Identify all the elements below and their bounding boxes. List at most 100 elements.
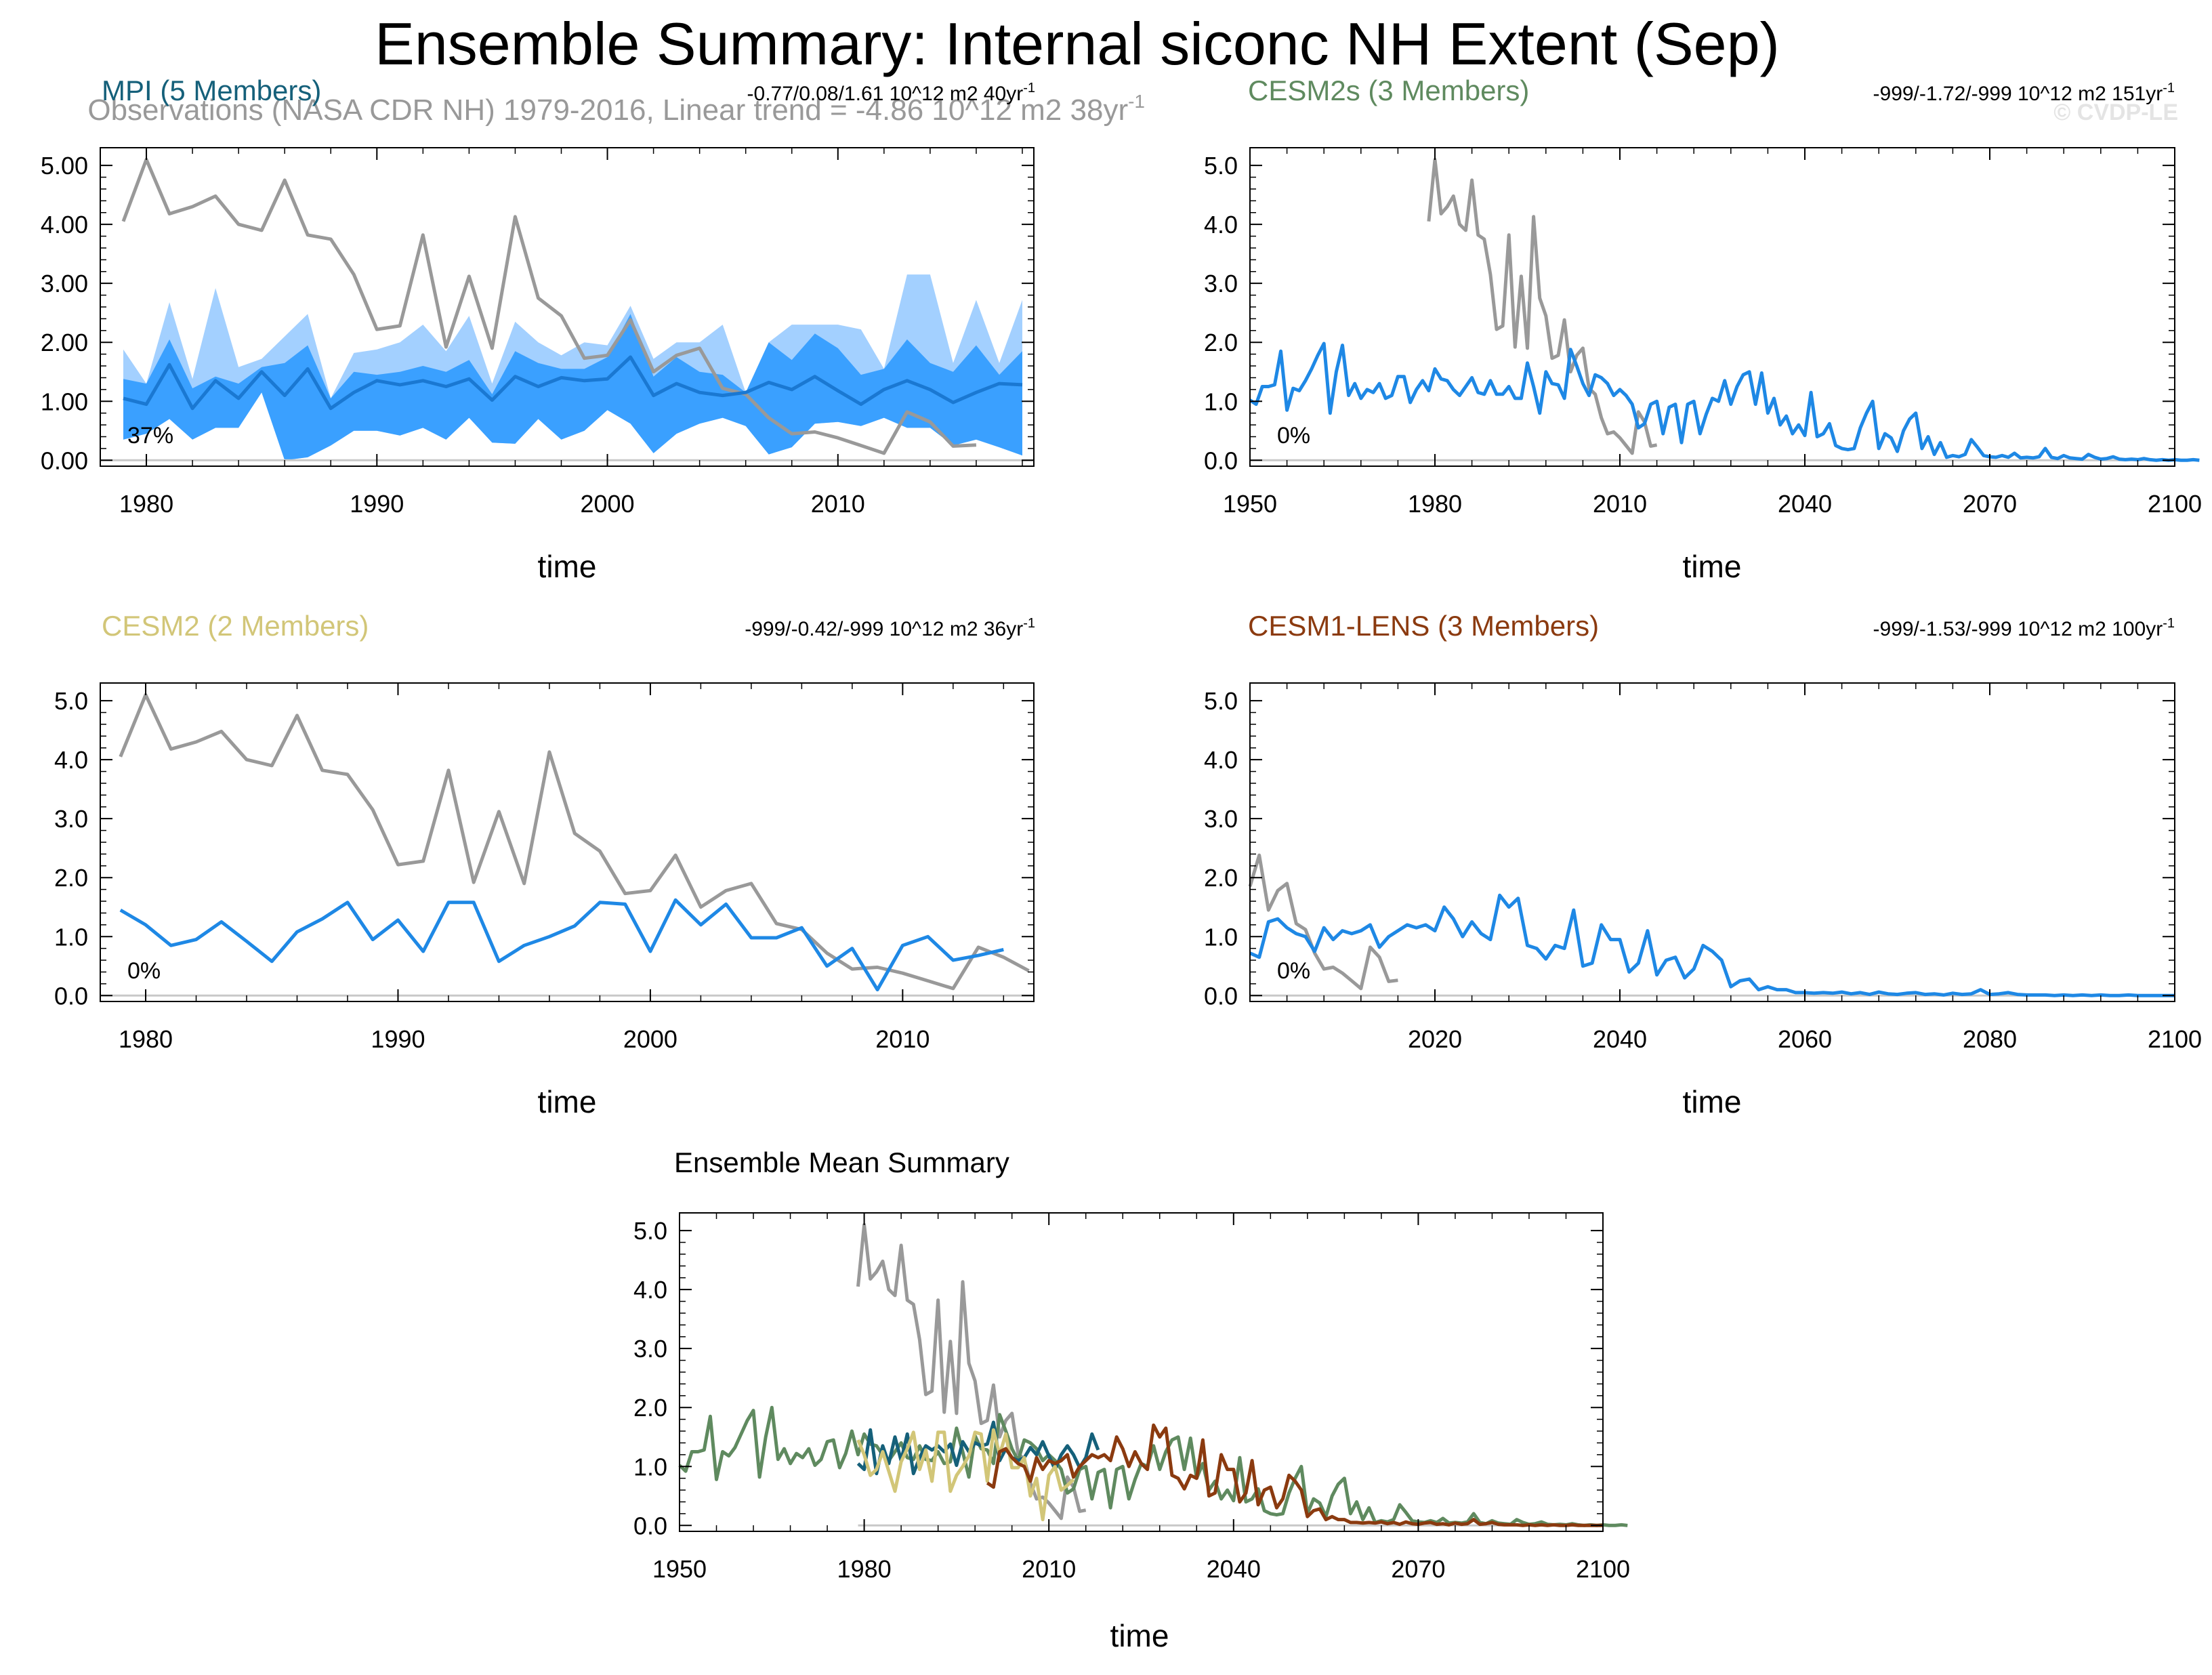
x-tick-label: 2100 — [2148, 1025, 2202, 1053]
panel-title: CESM2 (2 Members) — [102, 610, 369, 642]
x-tick-label: 1950 — [1223, 490, 1277, 518]
ensemble-spread-band — [123, 314, 1022, 461]
x-tick-label: 2040 — [1593, 1025, 1647, 1053]
x-tick-label: 1950 — [652, 1555, 707, 1583]
x-tick-label: 2040 — [1207, 1555, 1261, 1583]
observations-line — [121, 157, 977, 455]
panel-title: CESM1-LENS (3 Members) — [1248, 610, 1599, 642]
y-tick-label: 4.0 — [54, 746, 88, 774]
percent-label: 0% — [1277, 958, 1310, 984]
plot-area: 0.00 1.00 2.00 3.00 4.00 5.00 1980 1990 2000 2010… — [41, 147, 1035, 518]
x-tick-label: 2010 — [875, 1025, 930, 1053]
x-axis-label: time — [538, 1084, 597, 1119]
y-tick-label: 1.0 — [633, 1453, 667, 1481]
ensemble-member-line — [986, 1423, 1603, 1527]
y-tick-label: 1.0 — [1204, 388, 1238, 415]
y-tick-label: 0.0 — [633, 1512, 667, 1539]
x-tick-label: 1980 — [1408, 490, 1462, 518]
x-tick-label: 2080 — [1963, 1025, 2017, 1053]
observations-line — [119, 692, 1030, 991]
plot-area: 0.0 1.0 2.0 3.0 4.0 5.0 1950 1980 2010 2040 2070 21… — [633, 1212, 1630, 1583]
y-tick-label: 4.0 — [1204, 211, 1238, 239]
x-axis-label: time — [538, 549, 597, 584]
y-tick-label: 1.0 — [1204, 923, 1238, 951]
y-tick-label: 4.0 — [633, 1276, 667, 1304]
observations-line — [1427, 157, 1658, 455]
panel-stats: -999/-1.53/-999 10^12 m2 100yr-1 — [1873, 616, 2175, 640]
ensemble-member-line — [678, 1405, 1628, 1527]
percent-label: 0% — [1277, 423, 1310, 449]
observations-line — [1248, 853, 1398, 991]
x-tick-label: 1980 — [119, 1025, 173, 1053]
panel-title: Ensemble Mean Summary — [674, 1146, 1009, 1178]
x-tick-label: 2000 — [623, 1025, 677, 1053]
x-tick-label: 1980 — [119, 490, 173, 518]
x-tick-label: 2060 — [1778, 1025, 1832, 1053]
x-axis-label: time — [1110, 1618, 1169, 1653]
panel-stats: -999/-0.42/-999 10^12 m2 36yr-1 — [745, 616, 1035, 640]
x-axis-label: time — [1683, 1084, 1742, 1119]
y-tick-label: 0.00 — [41, 447, 88, 474]
y-tick-label: 3.0 — [1204, 805, 1238, 833]
panel-title: MPI (5 Members) — [102, 75, 321, 106]
x-tick-label: 2020 — [1408, 1025, 1462, 1053]
x-tick-label: 2010 — [1593, 490, 1647, 518]
x-tick-label: 1990 — [371, 1025, 425, 1053]
x-tick-label: 2000 — [580, 490, 634, 518]
figure-title: Ensemble Summary: Internal siconc NH Ext… — [375, 10, 1780, 77]
ensemble-member-line — [1249, 893, 2175, 997]
x-tick-label: 2070 — [1391, 1555, 1445, 1583]
y-tick-label: 3.0 — [54, 805, 88, 833]
y-tick-label: 5.0 — [54, 687, 88, 715]
observations-line — [856, 1222, 1087, 1521]
y-tick-label: 5.00 — [41, 152, 88, 180]
y-tick-label: 2.0 — [1204, 864, 1238, 892]
percent-label: 37% — [127, 423, 173, 449]
copyright-label: © CVDP-LE — [2053, 100, 2178, 125]
observations-label: Observations (NASA CDR NH) 1979-2016, Li… — [87, 91, 1145, 127]
y-tick-label: 1.0 — [54, 923, 88, 951]
x-tick-label: 1990 — [350, 490, 404, 518]
y-tick-label: 1.00 — [41, 388, 88, 415]
x-tick-label: 2070 — [1963, 490, 2017, 518]
panel-cesm1-lens: CESM1-LENS (3 Members) -999/-1.53/-999 1… — [1204, 610, 2202, 1119]
y-tick-label: 4.00 — [41, 211, 88, 239]
panel-title: CESM2s (3 Members) — [1248, 75, 1529, 106]
y-tick-label: 3.0 — [633, 1335, 667, 1363]
y-tick-label: 5.0 — [1204, 687, 1238, 715]
plot-area: 0.0 1.0 2.0 3.0 4.0 5.0 1980 1990 2000 2010 0% — [54, 682, 1035, 1053]
y-tick-label: 5.0 — [1204, 152, 1238, 180]
panel-cesm2s: CESM2s (3 Members) -999/-1.72/-999 10^12… — [1204, 75, 2202, 584]
percent-label: 0% — [127, 958, 161, 984]
x-tick-label: 1980 — [837, 1555, 892, 1583]
ensemble-member-line — [1249, 342, 2200, 462]
y-tick-label: 2.0 — [633, 1394, 667, 1422]
panel-stats: -999/-1.72/-999 10^12 m2 151yr-1 — [1873, 81, 2175, 105]
x-tick-label: 2100 — [2148, 490, 2202, 518]
x-tick-label: 2010 — [1022, 1555, 1076, 1583]
ensemble-mean-line — [123, 355, 1023, 411]
panel-cesm2: CESM2 (2 Members) -999/-0.42/-999 10^12 … — [54, 610, 1035, 1119]
x-axis-label: time — [1683, 549, 1742, 584]
y-tick-label: 2.0 — [54, 864, 88, 892]
ensemble-member-line — [119, 898, 1004, 992]
y-tick-label: 4.0 — [1204, 746, 1238, 774]
panel-mpi: MPI (5 Members) -0.77/0.08/1.61 10^12 m2… — [41, 75, 1035, 584]
y-tick-label: 2.00 — [41, 329, 88, 356]
plot-area: 0.0 1.0 2.0 3.0 4.0 5.0 1950 1980 2010 2040 2070 21… — [1204, 147, 2202, 518]
y-tick-label: 3.0 — [1204, 270, 1238, 297]
y-tick-label: 2.0 — [1204, 329, 1238, 356]
y-tick-label: 5.0 — [633, 1217, 667, 1245]
y-tick-label: 3.00 — [41, 270, 88, 297]
y-tick-label: 0.0 — [1204, 447, 1238, 474]
x-tick-label: 2040 — [1778, 490, 1832, 518]
y-tick-label: 0.0 — [1204, 982, 1238, 1010]
x-tick-label: 2100 — [1576, 1555, 1630, 1583]
panel-ensemble-mean: Ensemble Mean Summary 0.0 1.0 2.0 3.0 4.0 5.0… — [633, 1146, 1630, 1653]
panel-stats: -0.77/0.08/1.61 10^12 m2 40yr-1 — [747, 81, 1035, 105]
x-tick-label: 2010 — [811, 490, 865, 518]
plot-area: 0.0 1.0 2.0 3.0 4.0 5.0 2020 2040 2060 2080 2100 0% — [1204, 682, 2202, 1053]
y-tick-label: 0.0 — [54, 982, 88, 1010]
